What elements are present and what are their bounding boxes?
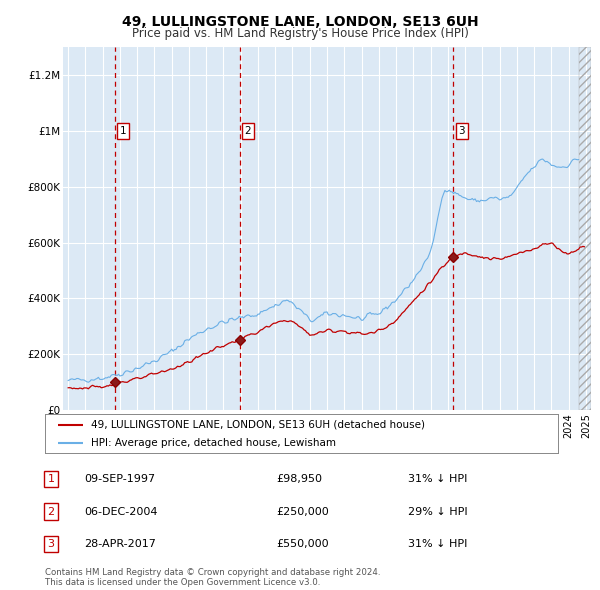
Text: 1: 1: [47, 474, 55, 484]
Text: £98,950: £98,950: [276, 474, 322, 484]
Text: 49, LULLINGSTONE LANE, LONDON, SE13 6UH: 49, LULLINGSTONE LANE, LONDON, SE13 6UH: [122, 15, 478, 30]
Text: £550,000: £550,000: [276, 539, 329, 549]
Text: 3: 3: [47, 539, 55, 549]
Text: Contains HM Land Registry data © Crown copyright and database right 2024.: Contains HM Land Registry data © Crown c…: [45, 568, 380, 576]
Text: 31% ↓ HPI: 31% ↓ HPI: [408, 539, 467, 549]
Text: 28-APR-2017: 28-APR-2017: [84, 539, 156, 549]
Text: 2: 2: [245, 126, 251, 136]
Text: 49, LULLINGSTONE LANE, LONDON, SE13 6UH (detached house): 49, LULLINGSTONE LANE, LONDON, SE13 6UH …: [91, 419, 425, 430]
Text: Price paid vs. HM Land Registry's House Price Index (HPI): Price paid vs. HM Land Registry's House …: [131, 27, 469, 40]
Text: 3: 3: [458, 126, 465, 136]
Text: 09-SEP-1997: 09-SEP-1997: [84, 474, 155, 484]
Text: 1: 1: [120, 126, 127, 136]
Text: This data is licensed under the Open Government Licence v3.0.: This data is licensed under the Open Gov…: [45, 578, 320, 587]
Text: 2: 2: [47, 507, 55, 516]
Text: 06-DEC-2004: 06-DEC-2004: [84, 507, 157, 516]
Text: 29% ↓ HPI: 29% ↓ HPI: [408, 507, 467, 516]
Text: £250,000: £250,000: [276, 507, 329, 516]
Text: HPI: Average price, detached house, Lewisham: HPI: Average price, detached house, Lewi…: [91, 438, 336, 448]
Text: 31% ↓ HPI: 31% ↓ HPI: [408, 474, 467, 484]
